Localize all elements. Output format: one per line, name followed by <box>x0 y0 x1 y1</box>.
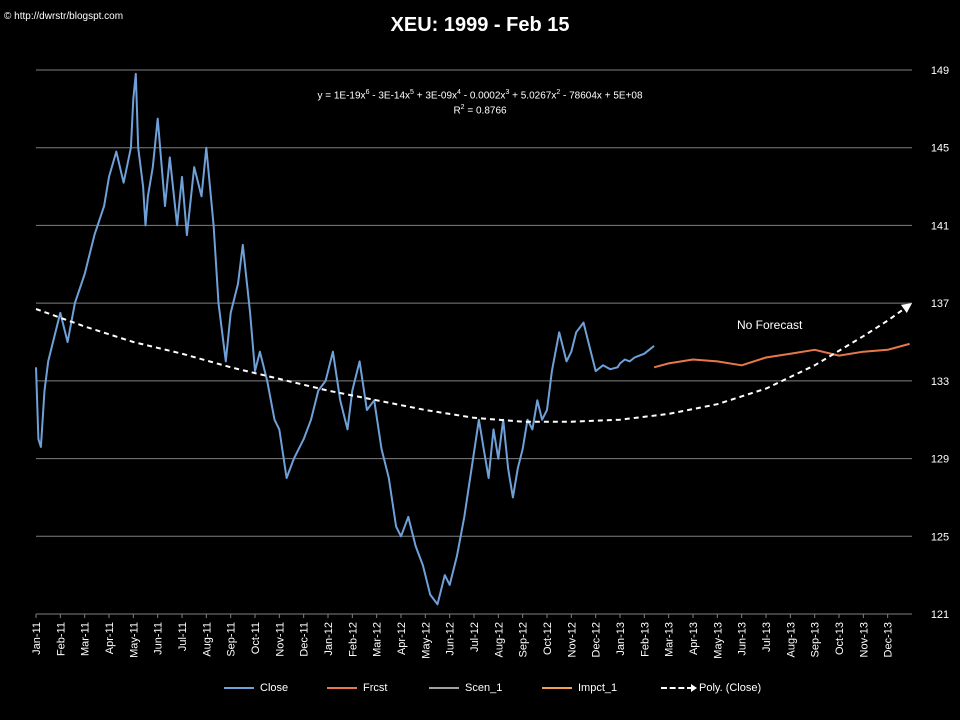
no-forecast-annotation: No Forecast <box>737 318 803 332</box>
x-tick-label: Sep-13 <box>810 622 822 657</box>
x-tick-label: Nov-11 <box>274 622 286 657</box>
x-tick-label: Oct-11 <box>250 622 262 654</box>
legend-label-frcst: Frcst <box>363 682 388 694</box>
y-tick-label: 121 <box>931 609 949 621</box>
y-tick-label: 133 <box>931 376 949 388</box>
y-tick-label: 137 <box>931 298 949 310</box>
legend-label-impct: Impct_1 <box>578 682 618 694</box>
x-tick-label: Jan-13 <box>615 622 627 656</box>
y-tick-label: 145 <box>931 143 949 155</box>
legend-swatch-scen <box>429 687 459 689</box>
x-tick-label: Jun-12 <box>445 622 457 656</box>
x-tick-label: Feb-12 <box>347 622 359 657</box>
x-tick-label: Jul-11 <box>177 622 189 651</box>
x-tick-label: Mar-12 <box>372 622 384 657</box>
x-tick-label: Dec-13 <box>883 622 895 657</box>
x-tick-label: Dec-12 <box>591 622 603 657</box>
legend-label-poly: Poly. (Close) <box>699 682 762 694</box>
legend-item-impct: Impct_1 <box>542 682 617 694</box>
x-tick-label: Mar-11 <box>80 622 92 656</box>
x-tick-label: Jul-12 <box>469 622 481 652</box>
x-tick-label: Dec-11 <box>299 622 311 657</box>
legend-label-close: Close <box>260 682 289 694</box>
x-tick-label: Nov-12 <box>566 622 578 657</box>
trendline-equation: y = 1E-19x6 - 3E-14x5 + 3E-09x4 - 0.0002… <box>260 87 700 118</box>
x-tick-label: May-11 <box>128 622 140 658</box>
x-tick-label: Apr-11 <box>104 622 116 654</box>
x-tick-label: Mar-13 <box>664 622 676 657</box>
legend-swatch-close <box>224 687 254 689</box>
x-tick-label: Nov-13 <box>858 622 870 657</box>
x-tick-label: Jan-11 <box>31 622 43 655</box>
x-tick-label: Oct-12 <box>542 622 554 655</box>
legend-item-scen: Scen_1 <box>429 682 502 694</box>
legend-swatch-poly <box>661 684 697 692</box>
x-tick-label: Jan-12 <box>323 622 335 656</box>
y-tick-label: 149 <box>931 65 949 77</box>
legend-item-close: Close <box>224 682 288 694</box>
x-tick-label: May-13 <box>712 622 724 659</box>
series-line-poly <box>35 302 913 423</box>
legend-item-frcst: Frcst <box>327 682 387 694</box>
series-line-close <box>35 72 655 606</box>
x-tick-label: Jun-13 <box>737 622 749 656</box>
r-squared-line: R2 = 0.8766 <box>453 104 507 117</box>
x-tick-label: Aug-12 <box>493 622 505 657</box>
x-tick-label: Aug-13 <box>785 622 797 657</box>
trendline-arrowhead <box>900 303 912 314</box>
legend-label-scen: Scen_1 <box>465 682 503 694</box>
x-tick-label: Sep-12 <box>518 622 530 657</box>
x-tick-label: Jun-11 <box>153 622 165 655</box>
chart-legend: Close Frcst Scen_1 Impct_1 Poly. (Close) <box>0 682 960 700</box>
chart-title: XEU: 1999 - Feb 15 <box>390 14 570 36</box>
legend-swatch-impct <box>542 687 572 689</box>
equation-line: y = 1E-19x6 - 3E-14x5 + 3E-09x4 - 0.0002… <box>317 89 643 102</box>
x-tick-label: May-12 <box>420 622 432 659</box>
x-tick-label: Feb-13 <box>639 622 651 657</box>
series-line-frcst <box>653 342 910 369</box>
y-tick-label: 125 <box>931 531 949 543</box>
credit-text: © http://dwrstr/blogspt.com <box>4 11 124 22</box>
legend-item-poly: Poly. (Close) <box>661 682 761 694</box>
y-tick-label: 141 <box>931 220 949 232</box>
x-tick-label: Apr-12 <box>396 622 408 655</box>
x-tick-label: Aug-11 <box>201 622 213 657</box>
x-tick-label: Apr-13 <box>688 622 700 655</box>
x-tick-label: Jul-13 <box>761 622 773 652</box>
legend-swatch-frcst <box>327 687 357 689</box>
x-tick-label: Feb-11 <box>55 622 67 656</box>
x-tick-label: Sep-11 <box>226 622 238 657</box>
y-tick-label: 129 <box>931 454 949 466</box>
x-tick-label: Oct-13 <box>834 622 846 655</box>
